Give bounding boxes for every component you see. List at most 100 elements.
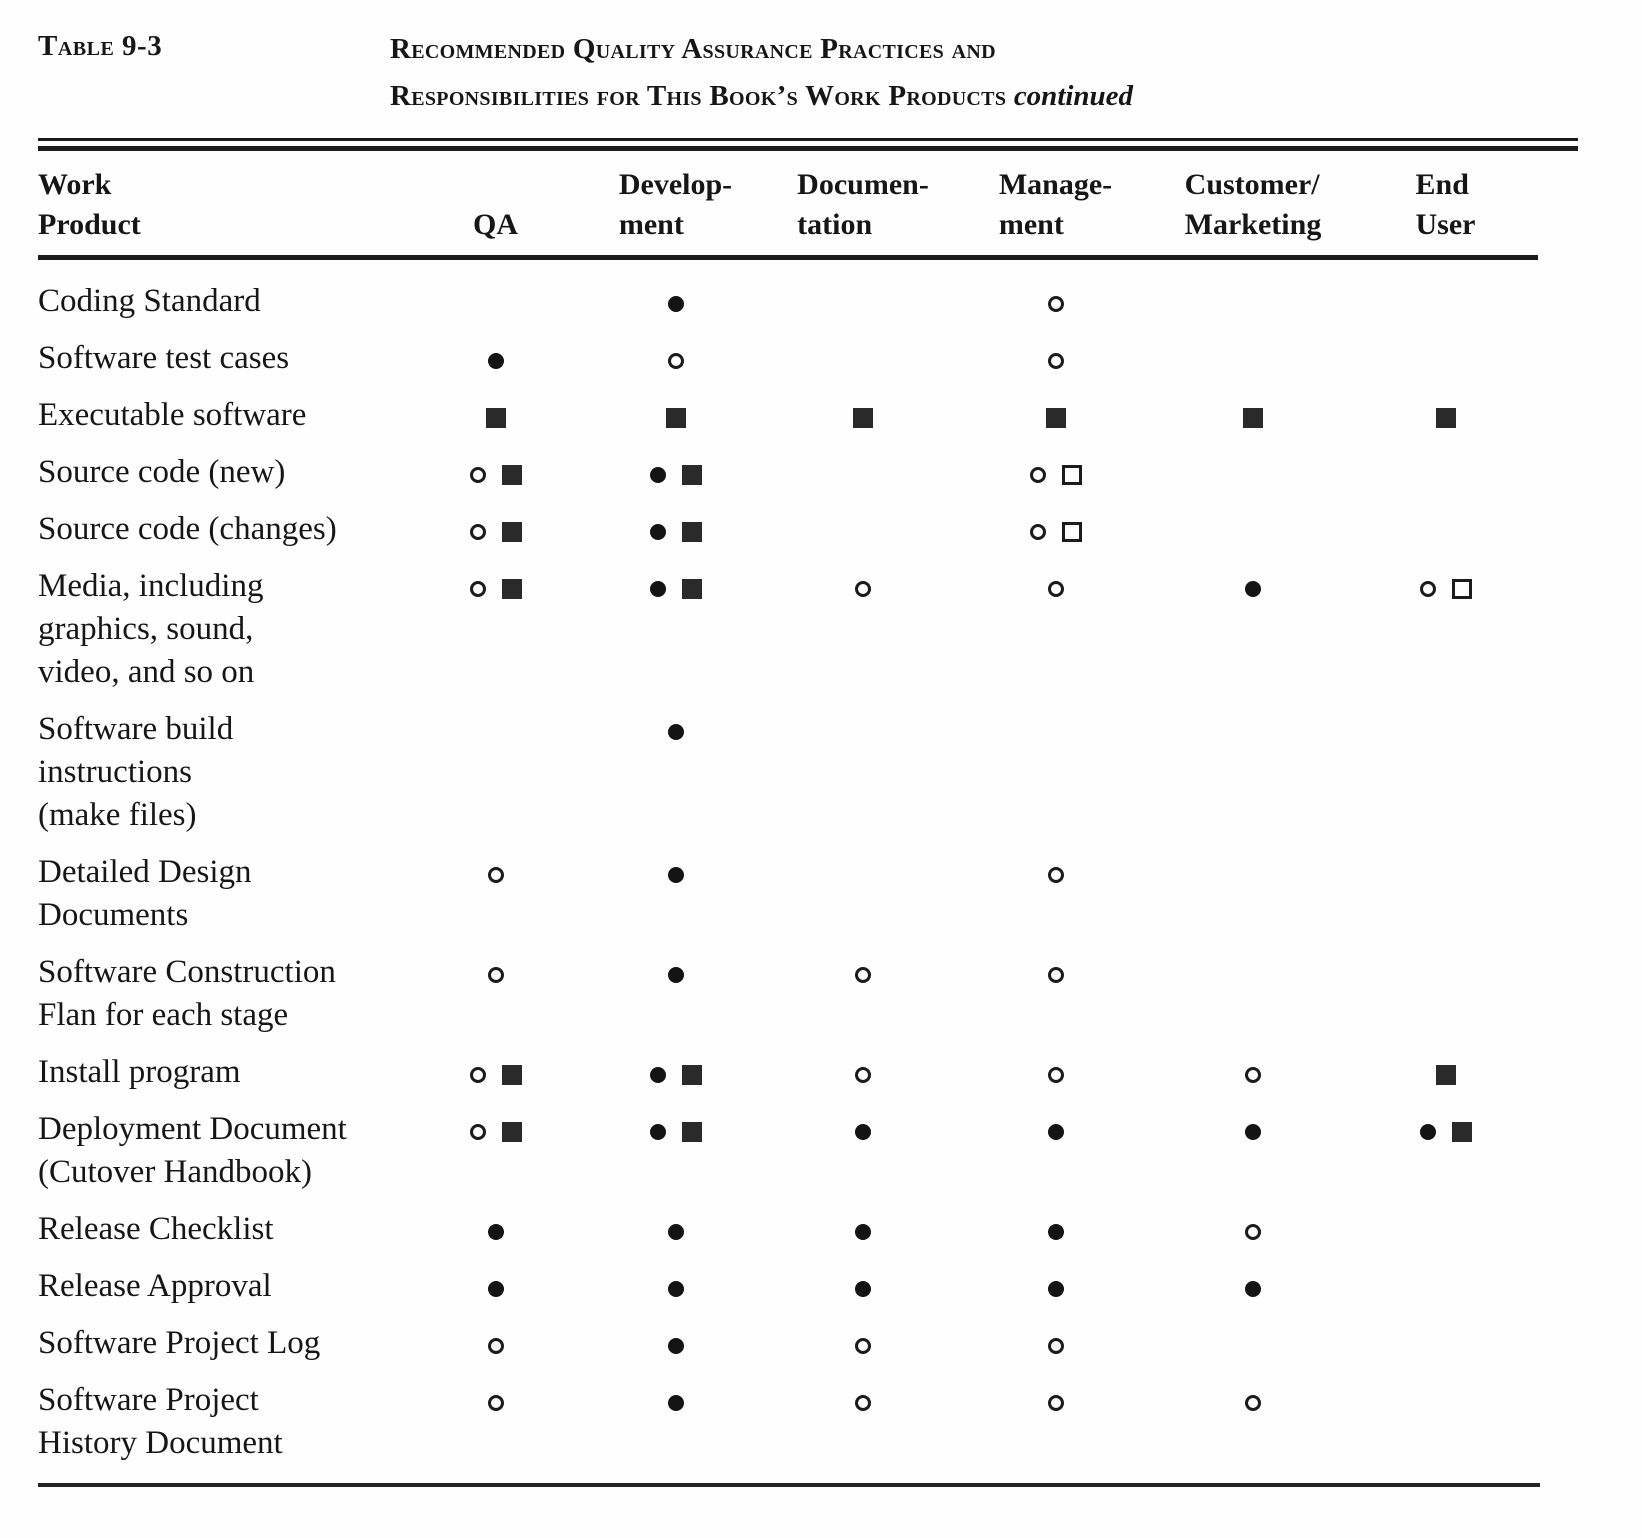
table-header: Work Product QA Develop- ment Documen- tati… xyxy=(38,151,1538,260)
open-circle-icon xyxy=(1245,1067,1261,1083)
open-circle-icon xyxy=(469,1067,486,1083)
filled-circle-icon xyxy=(1245,1124,1261,1140)
practice-cell-end-user xyxy=(1353,708,1538,851)
practice-cell-management xyxy=(958,1051,1153,1108)
practice-cell-end-user xyxy=(1353,1051,1538,1108)
practice-cell-customer-marketing xyxy=(1153,508,1353,565)
work-product-cell: Source code (changes) xyxy=(38,511,337,547)
practice-cell-management xyxy=(958,565,1153,708)
filled-circle-icon xyxy=(1419,1124,1436,1140)
table-top-rule xyxy=(38,138,1578,151)
table-body: Coding Standard Software test cases Execut… xyxy=(38,258,1538,1480)
filled-circle-icon xyxy=(487,353,504,369)
practice-cell-development xyxy=(583,508,768,565)
practice-cell-documentation xyxy=(768,1379,958,1479)
practice-cell-development xyxy=(583,1265,768,1322)
practice-cell-qa xyxy=(408,258,583,338)
practice-cell-development xyxy=(583,451,768,508)
open-circle-icon xyxy=(469,467,486,483)
open-square-icon xyxy=(1061,522,1082,542)
practice-cell-customer-marketing xyxy=(1153,1108,1353,1208)
practice-cell-qa xyxy=(408,951,583,1051)
column-header-label: End User xyxy=(1415,168,1476,241)
practice-cell-documentation xyxy=(768,1108,958,1208)
work-product-cell: Release Approval xyxy=(38,1268,272,1304)
filled-circle-icon xyxy=(1047,1224,1064,1240)
filled-circle-icon xyxy=(649,581,666,597)
filled-circle-icon xyxy=(855,1124,871,1140)
column-header-documentation: Documen- tation xyxy=(768,151,958,260)
table-row: Source code (new) xyxy=(38,451,1538,508)
practice-cell-end-user xyxy=(1353,565,1538,708)
header-row: Work Product QA Develop- ment Documen- tati… xyxy=(38,151,1538,260)
filled-square-icon xyxy=(1435,1065,1456,1085)
practice-cell-management xyxy=(958,394,1153,451)
practice-cell-qa xyxy=(408,337,583,394)
table-row: Software test cases xyxy=(38,337,1538,394)
table-caption: Table 9-3 Recommended Quality Assurance … xyxy=(38,26,1602,120)
practice-cell-end-user xyxy=(1353,1322,1538,1379)
open-circle-icon xyxy=(1047,867,1064,883)
work-product-cell: Install program xyxy=(38,1054,241,1090)
filled-circle-icon xyxy=(1047,1124,1064,1140)
practice-cell-customer-marketing xyxy=(1153,1322,1353,1379)
practice-cell-documentation xyxy=(768,951,958,1051)
filled-square-icon xyxy=(501,579,522,599)
practice-cell-customer-marketing xyxy=(1153,1208,1353,1265)
practice-cell-management xyxy=(958,258,1153,338)
practice-cell-qa xyxy=(408,1322,583,1379)
practice-cell-documentation xyxy=(768,337,958,394)
filled-circle-icon xyxy=(1245,581,1261,597)
practice-cell-end-user xyxy=(1353,258,1538,338)
practice-cell-development xyxy=(583,1208,768,1265)
filled-circle-icon xyxy=(487,1224,504,1240)
filled-circle-icon xyxy=(667,296,684,312)
practice-cell-development xyxy=(583,258,768,338)
open-circle-icon xyxy=(1047,1395,1064,1411)
table-row: Media, including graphics, sound, video,… xyxy=(38,565,1538,708)
table-bottom-rule xyxy=(38,1483,1540,1487)
open-circle-icon xyxy=(487,1395,504,1411)
column-header-label: Develop- ment xyxy=(618,168,733,241)
practice-cell-end-user xyxy=(1353,451,1538,508)
open-circle-icon xyxy=(1047,296,1064,312)
practice-cell-development xyxy=(583,708,768,851)
filled-square-icon xyxy=(501,465,522,485)
practice-cell-customer-marketing xyxy=(1153,851,1353,951)
practice-cell-development xyxy=(583,394,768,451)
filled-circle-icon xyxy=(855,1224,871,1240)
practice-cell-documentation xyxy=(768,1265,958,1322)
work-product-cell: Software Project Log xyxy=(38,1325,321,1361)
practice-cell-qa xyxy=(408,1379,583,1479)
open-circle-icon xyxy=(469,524,486,540)
practice-cell-end-user xyxy=(1353,1379,1538,1479)
filled-circle-icon xyxy=(1245,1281,1261,1297)
practice-cell-development xyxy=(583,565,768,708)
filled-circle-icon xyxy=(667,1281,684,1297)
practice-cell-development xyxy=(583,851,768,951)
table-row: Software build instructions (make files) xyxy=(38,708,1538,851)
column-header-work-product: Work Product xyxy=(38,151,408,260)
work-product-cell: Coding Standard xyxy=(38,283,261,319)
column-header-label: Documen- tation xyxy=(797,168,929,241)
work-product-cell: Software build instructions (make files) xyxy=(38,711,234,833)
table-row: Software Construction Flan for each stag… xyxy=(38,951,1538,1051)
filled-circle-icon xyxy=(667,967,684,983)
practice-cell-management xyxy=(958,951,1153,1051)
table-row: Release Checklist xyxy=(38,1208,1538,1265)
open-circle-icon xyxy=(1047,581,1064,597)
column-header-label: QA xyxy=(473,208,518,241)
table-row: Software Project History Document xyxy=(38,1379,1538,1479)
filled-circle-icon xyxy=(649,1067,666,1083)
practice-cell-customer-marketing xyxy=(1153,1379,1353,1479)
work-product-cell: Release Checklist xyxy=(38,1211,274,1247)
work-product-cell: Software Project History Document xyxy=(38,1382,283,1461)
practice-cell-management xyxy=(958,851,1153,951)
practice-cell-management xyxy=(958,708,1153,851)
practice-cell-end-user xyxy=(1353,337,1538,394)
work-product-cell: Software Construction Flan for each stag… xyxy=(38,954,336,1033)
open-circle-icon xyxy=(469,581,486,597)
practice-cell-qa xyxy=(408,708,583,851)
practice-cell-qa xyxy=(408,451,583,508)
